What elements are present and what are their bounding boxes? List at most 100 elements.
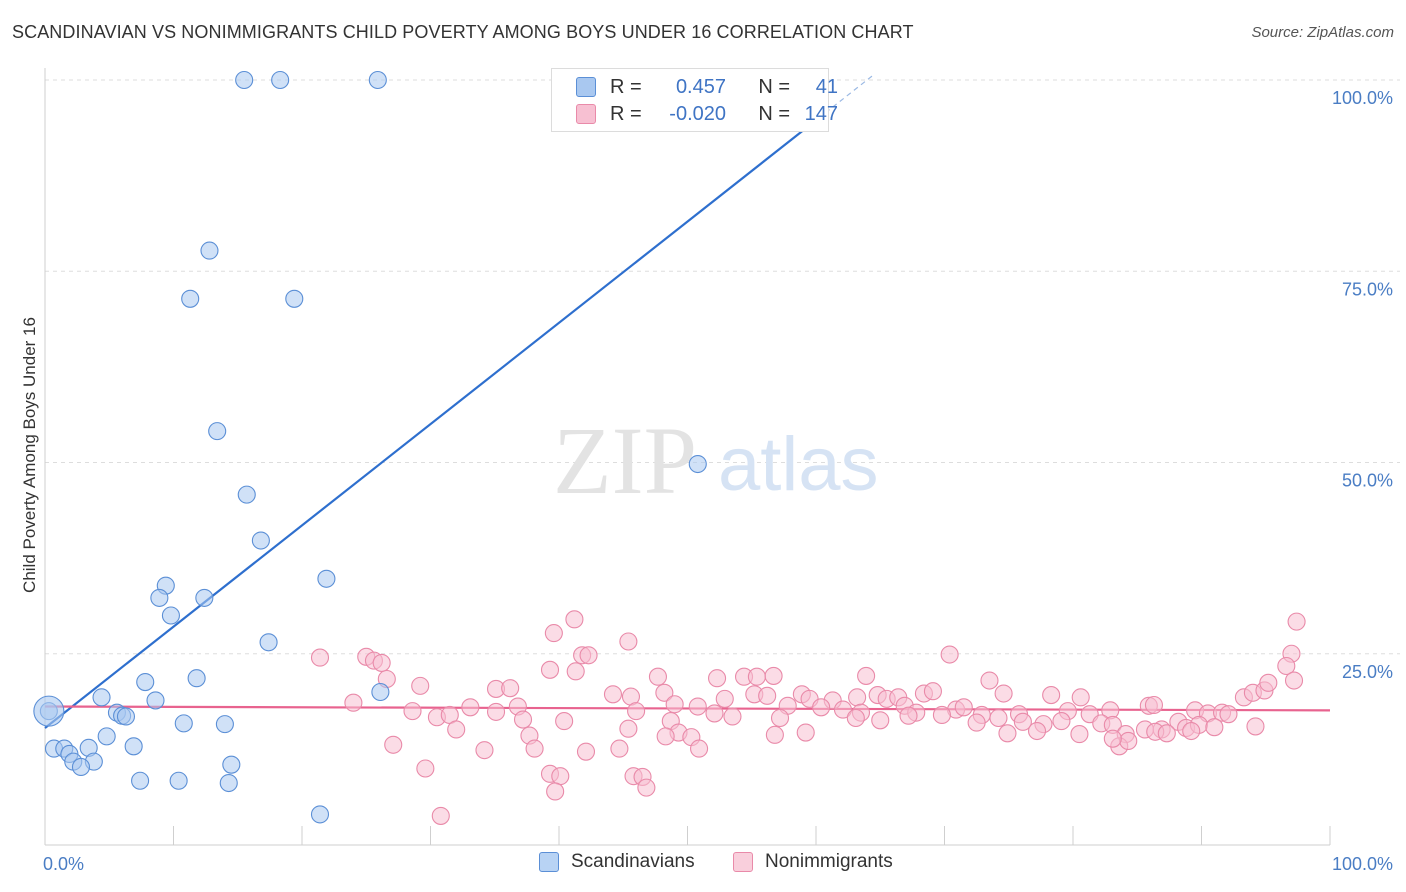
point-scandinavians <box>235 70 254 90</box>
point-nonimmigrants <box>994 684 1013 703</box>
legend-swatch-nonimmigrants <box>576 104 596 124</box>
point-scandinavians <box>150 588 169 607</box>
point-nonimmigrants <box>656 727 675 746</box>
point-scandinavians <box>237 485 256 504</box>
y-tick-labels: 25.0% 50.0% 75.0% 100.0% <box>1332 88 1393 682</box>
point-nonimmigrants <box>555 712 574 731</box>
point-nonimmigrants <box>619 719 638 738</box>
point-nonimmigrants <box>690 739 709 758</box>
point-nonimmigrants <box>655 683 674 702</box>
point-nonimmigrants <box>416 759 435 778</box>
point-scandinavians <box>174 714 193 733</box>
point-nonimmigrants <box>544 624 563 643</box>
point-nonimmigrants <box>758 686 777 705</box>
legend-label-nonimmigrants: Nonimmigrants <box>765 851 893 872</box>
point-nonimmigrants <box>546 782 565 801</box>
point-nonimmigrants <box>1042 686 1061 705</box>
point-scandinavians <box>371 682 390 702</box>
legend-r-label: R = <box>610 75 642 98</box>
legend-n-label: N = <box>758 75 790 98</box>
point-nonimmigrants <box>565 610 584 629</box>
point-nonimmigrants <box>796 723 815 742</box>
point-nonimmigrants <box>747 667 766 686</box>
x-tick-labels: 0.0% 100.0% <box>43 854 1393 874</box>
legend-n-value: 41 <box>815 75 838 98</box>
source-label: Source: ZipAtlas.com <box>1251 24 1394 41</box>
point-scandinavians <box>187 669 206 688</box>
point-nonimmigrants <box>475 741 494 760</box>
point-nonimmigrants <box>1284 671 1304 690</box>
y-tick-label: 75.0% <box>1342 279 1393 299</box>
point-nonimmigrants <box>1287 612 1306 631</box>
legend-item-scandinavians[interactable]: Scandinavians <box>539 851 695 873</box>
legend-r-value: -0.020 <box>669 102 726 125</box>
point-nonimmigrants <box>846 708 865 728</box>
point-scandinavians <box>116 707 136 726</box>
legend-swatch-nonimmigrants <box>733 852 753 872</box>
y-tick-label: 100.0% <box>1332 88 1393 108</box>
point-scandinavians <box>688 454 707 474</box>
point-scandinavians-large <box>33 695 65 727</box>
point-scandinavians <box>251 531 270 550</box>
grid-lines <box>45 79 1400 655</box>
y-tick-label: 25.0% <box>1342 662 1393 682</box>
point-nonimmigrants <box>1103 729 1122 748</box>
legend-n-value: 147 <box>804 102 838 125</box>
point-scandinavians <box>169 771 188 790</box>
point-nonimmigrants <box>403 702 422 721</box>
point-nonimmigrants <box>708 669 727 688</box>
trend-lines <box>44 74 1331 729</box>
point-nonimmigrants <box>688 697 707 716</box>
point-nonimmigrants <box>723 707 742 726</box>
watermark-zip: ZIP <box>553 407 697 514</box>
point-nonimmigrants <box>857 666 876 685</box>
point-scandinavians <box>97 727 116 746</box>
point-nonimmigrants <box>576 742 596 761</box>
legend-r-value: 0.457 <box>675 75 726 98</box>
point-scandinavians <box>195 588 214 607</box>
point-nonimmigrants <box>940 645 959 664</box>
point-nonimmigrants <box>1182 721 1201 741</box>
legend-r-label: R = <box>610 102 642 125</box>
point-nonimmigrants <box>812 698 831 717</box>
point-nonimmigrants <box>648 667 667 686</box>
point-scandinavians <box>285 289 304 308</box>
point-scandinavians <box>92 688 111 707</box>
point-nonimmigrants <box>715 689 734 708</box>
data-points <box>33 70 1306 825</box>
point-nonimmigrants <box>980 671 999 690</box>
point-nonimmigrants <box>513 710 533 729</box>
point-nonimmigrants <box>627 702 646 721</box>
series-legend: Scandinavians Nonimmigrants <box>0 851 1406 877</box>
point-nonimmigrants <box>1219 705 1238 724</box>
point-nonimmigrants <box>1071 688 1090 707</box>
trend-line-scandinavians <box>44 117 820 729</box>
x-tick-label: 100.0% <box>1332 854 1393 874</box>
point-scandinavians <box>208 422 227 441</box>
point-nonimmigrants <box>705 704 724 723</box>
point-nonimmigrants <box>551 767 570 786</box>
point-nonimmigrants <box>967 713 986 732</box>
point-scandinavians <box>200 241 219 260</box>
point-nonimmigrants <box>665 695 684 714</box>
point-scandinavians <box>222 755 241 774</box>
point-nonimmigrants <box>1246 717 1265 736</box>
legend-label-scandinavians: Scandinavians <box>571 851 695 872</box>
legend-n-label: N = <box>758 102 790 125</box>
point-nonimmigrants <box>637 778 656 797</box>
point-nonimmigrants <box>764 666 783 685</box>
point-nonimmigrants <box>1259 673 1278 692</box>
point-nonimmigrants <box>1052 712 1071 731</box>
point-nonimmigrants <box>1070 725 1089 744</box>
y-tick-label: 50.0% <box>1342 471 1393 491</box>
point-scandinavians <box>215 715 234 734</box>
point-nonimmigrants <box>525 739 544 758</box>
legend-item-nonimmigrants[interactable]: Nonimmigrants <box>733 851 893 873</box>
point-nonimmigrants <box>923 682 942 701</box>
point-nonimmigrants <box>1119 731 1138 751</box>
point-nonimmigrants <box>871 711 890 730</box>
correlation-legend: R = 0.457 N = 41 R = -0.020 N = 147 <box>551 68 838 132</box>
point-nonimmigrants <box>344 693 363 712</box>
point-scandinavians <box>131 771 150 790</box>
